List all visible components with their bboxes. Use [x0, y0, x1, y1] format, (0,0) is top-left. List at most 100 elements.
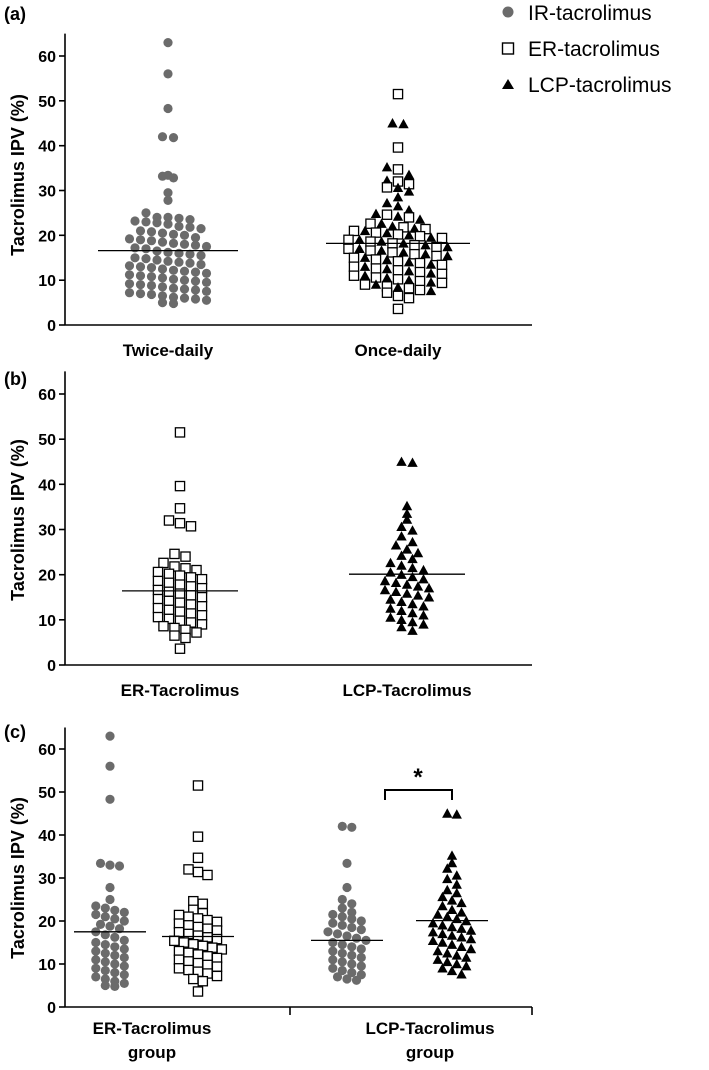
- panel-b-er-tacrolimus-point: [163, 595, 175, 607]
- panel-a-er-tacrolimus-point: [403, 282, 415, 294]
- panel-a-ir-tacrolimus-point: [168, 133, 179, 143]
- panel-b-lcp-tacrolimus-point: [407, 525, 418, 535]
- panel-a-ir-tacrolimus-point: [157, 282, 168, 292]
- panel-a-ir-tacrolimus-point: [152, 218, 162, 228]
- panel-b-er-tacrolimus-point: [158, 557, 169, 569]
- panel-a-lcp-tacrolimus-point: [354, 243, 365, 253]
- panel-a-y-tick-label: 30: [38, 184, 56, 201]
- panel-a-er-tacrolimus-point: [359, 279, 371, 290]
- panel-b-y-tick-label: 10: [38, 613, 56, 630]
- panel-a-er-tacrolimus-point: [409, 248, 420, 260]
- panel-a-lcp-tacrolimus-point: [359, 261, 371, 271]
- panel-c-ir-tacrolimus-point: [119, 916, 129, 926]
- panel-c-ir-tacrolimus-point: [105, 894, 115, 905]
- panel-a-er-tacrolimus-point: [414, 284, 426, 296]
- panel-c-er-tacrolimus-point: [173, 926, 185, 938]
- panel-b-er-tacrolimus-point: [163, 577, 175, 589]
- panel-a-lcp-tacrolimus-point: [403, 257, 415, 267]
- panel-b-er-tacrolimus-point: [163, 515, 175, 526]
- panel-b-er-tacrolimus-point: [152, 602, 164, 614]
- panel-c-er-tacrolimus-point: [173, 963, 185, 974]
- panel-c-lcp-tacrolimus-point: [465, 943, 477, 954]
- panel-a-ir-tacrolimus-point: [146, 236, 157, 246]
- panel-a-ir-tacrolimus-point: [135, 235, 146, 245]
- panel-c-ir-tacrolimus-point: [328, 955, 338, 965]
- panel-c-ir-tacrolimus-point: [110, 950, 120, 961]
- panel-a-lcp-tacrolimus-point: [354, 234, 365, 244]
- panel-a-er-tacrolimus-point: [436, 259, 448, 271]
- panel-c-er-tacrolimus-point: [173, 945, 185, 957]
- panel-c-y-axis: 0 10 20 30 40 50 60: [38, 727, 66, 1017]
- panel-c-y-tick-label: 20: [38, 914, 56, 931]
- panel-c-ir-tacrolimus-point: [337, 965, 347, 976]
- panel-c-y-tick-label: 60: [38, 742, 56, 759]
- panel-a-ir-tacrolimus-point: [201, 286, 212, 296]
- panel-b-er-tacrolimus-point: [163, 613, 175, 625]
- panel-b-er-tacrolimus-point: [185, 590, 197, 601]
- panel-c-ir-tacrolimus-point: [323, 927, 333, 937]
- panel-a-er-tacrolimus-point: [414, 230, 426, 242]
- panel-c-ir-tacrolimus-point: [337, 821, 347, 832]
- panel-c-ir-tacrolimus-point: [119, 952, 129, 963]
- panel-a-lcp-tacrolimus-point: [414, 214, 426, 224]
- panel-b-lcp-tacrolimus-point: [385, 612, 396, 622]
- panel-b-y-tick-label: 0: [47, 658, 56, 675]
- panel-b-lcp-tacrolimus-point: [423, 592, 435, 602]
- panel-a-ir-tacrolimus-point: [141, 217, 151, 227]
- panel-c-er-tacrolimus-point: [183, 920, 194, 931]
- panel-a-lcp-tacrolimus-point: [370, 279, 382, 289]
- panel-c-lcp-tacrolimus-point: [456, 923, 467, 933]
- panel-c-ir-tacrolimus-point: [100, 912, 110, 922]
- panel-c-er-tacrolimus-point: [197, 940, 209, 952]
- panel-a-er-tacrolimus-point: [392, 142, 404, 153]
- panel-b-er-tacrolimus-point: [163, 604, 175, 616]
- panel-c-lcp-tacrolimus-point: [451, 809, 462, 819]
- panel-a-lcp-tacrolimus-point: [403, 205, 415, 215]
- panel-c-ir-tacrolimus-point: [110, 959, 120, 969]
- panel-b-lcp-tacrolimus-point: [401, 500, 413, 511]
- panel-a-er-tacrolimus-point: [365, 236, 376, 247]
- panel-c-er-tacrolimus-point: [192, 780, 204, 791]
- panel-b-er-tacrolimus-point: [152, 611, 164, 623]
- panel-a-ir-tacrolimus-point: [163, 69, 173, 79]
- panel-c-ir-tacrolimus-point: [91, 963, 101, 973]
- panel-c-er-tacrolimus-point: [197, 975, 209, 987]
- panel-a-ir-tacrolimus-point: [163, 212, 173, 222]
- panel-b-lcp-tacrolimus-point: [418, 574, 429, 584]
- panel-b-lcp-tacrolimus-point: [379, 584, 391, 595]
- legend-lcp-label: LCP-tacrolimus: [528, 74, 672, 97]
- panel-b-lcp-tacrolimus-point: [412, 581, 424, 591]
- panel-c-lcp-tacrolimus-point: [446, 965, 458, 976]
- panel-c-lcp-tacrolimus-point: [437, 928, 448, 939]
- panel-b-er-tacrolimus-point: [180, 563, 191, 574]
- panel-a-ir-tacrolimus-point: [168, 265, 179, 275]
- panel-a-lcp-tacrolimus-point: [403, 169, 415, 179]
- panel-a-lcp-tacrolimus-point: [425, 285, 437, 296]
- panel-b-er-tacrolimus-point: [158, 620, 169, 632]
- panel-c-ir-tacrolimus-point: [347, 959, 357, 969]
- panel-b-lcp-tacrolimus-point: [418, 601, 429, 611]
- panel-c-ir-tacrolimus-point: [337, 912, 347, 922]
- panel-a-category-label: Once-daily: [355, 341, 442, 360]
- panel-c-ir-tacrolimus-point: [337, 903, 347, 913]
- panel-a-er-tacrolimus-point: [398, 222, 409, 233]
- panel-c-lcp-tacrolimus-point: [451, 887, 462, 898]
- panel-c-er-tacrolimus-point: [192, 949, 204, 960]
- panel-b-ylabel: Tacrolimus IPV (%): [8, 439, 28, 601]
- panel-b-er-tacrolimus-point: [196, 573, 208, 585]
- panel-a-y-tick-label: 60: [38, 49, 56, 66]
- panel-c-ir-tacrolimus-point: [328, 946, 338, 956]
- panel-a-er-tacrolimus-point: [420, 223, 431, 235]
- panel-c-ir-tacrolimus-point: [100, 948, 110, 958]
- panel-c-lcp-tacrolimus-point: [451, 870, 462, 880]
- panel-b-lcp-tacrolimus-point: [379, 575, 391, 586]
- panel-a-lcp-tacrolimus-point: [376, 218, 387, 228]
- panel-b-lcp-tacrolimus-point: [407, 625, 418, 635]
- panel-a-er-tacrolimus-point: [414, 257, 426, 269]
- panel-a-ir-tacrolimus-point: [185, 258, 195, 268]
- panel-a-lcp-tacrolimus-point: [381, 254, 393, 265]
- panel-a-er-tacrolimus-point: [348, 225, 360, 237]
- panel-a-ir-tacrolimus-point: [196, 259, 206, 270]
- panel-c-er-tacrolimus-point: [202, 869, 213, 881]
